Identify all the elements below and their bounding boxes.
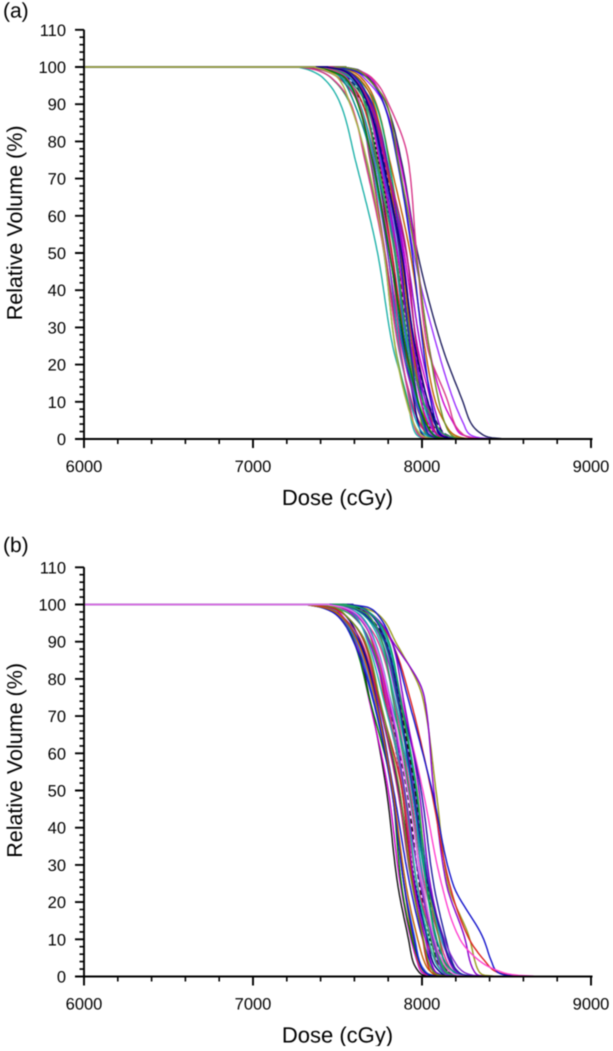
- svg-text:100: 100: [38, 59, 66, 77]
- svg-text:7000: 7000: [235, 458, 272, 476]
- svg-text:Dose (cGy): Dose (cGy): [282, 1023, 393, 1047]
- svg-text:0: 0: [57, 969, 66, 987]
- svg-text:80: 80: [48, 671, 66, 689]
- svg-text:9000: 9000: [573, 996, 610, 1014]
- svg-text:50: 50: [48, 783, 66, 801]
- svg-text:60: 60: [48, 745, 66, 763]
- svg-text:Dose (cGy): Dose (cGy): [282, 485, 393, 510]
- svg-text:90: 90: [48, 96, 66, 114]
- svg-text:60: 60: [48, 208, 66, 226]
- svg-text:70: 70: [48, 708, 66, 726]
- svg-text:30: 30: [48, 857, 66, 875]
- svg-text:10: 10: [48, 931, 66, 949]
- svg-text:7000: 7000: [235, 996, 272, 1014]
- svg-text:90: 90: [48, 634, 66, 652]
- svg-text:110: 110: [40, 559, 66, 577]
- svg-text:6000: 6000: [66, 996, 103, 1014]
- svg-text:(a): (a): [3, 0, 29, 23]
- svg-text:40: 40: [48, 820, 66, 838]
- svg-text:30: 30: [48, 319, 66, 337]
- svg-text:10: 10: [48, 394, 66, 412]
- svg-text:50: 50: [48, 245, 66, 263]
- svg-text:110: 110: [40, 22, 66, 40]
- svg-text:Relative Volume (%): Relative Volume (%): [3, 663, 27, 858]
- svg-text:40: 40: [48, 282, 66, 300]
- svg-text:0: 0: [57, 431, 66, 449]
- svg-text:8000: 8000: [404, 996, 441, 1014]
- svg-text:9000: 9000: [573, 458, 610, 476]
- svg-text:80: 80: [48, 133, 66, 151]
- svg-text:100: 100: [38, 597, 66, 615]
- svg-text:8000: 8000: [404, 458, 441, 476]
- svg-text:(b): (b): [3, 534, 29, 557]
- svg-text:20: 20: [48, 357, 66, 375]
- svg-text:70: 70: [48, 171, 66, 189]
- svg-text:Relative Volume (%): Relative Volume (%): [3, 126, 27, 321]
- svg-text:6000: 6000: [66, 458, 103, 476]
- svg-text:20: 20: [48, 894, 66, 912]
